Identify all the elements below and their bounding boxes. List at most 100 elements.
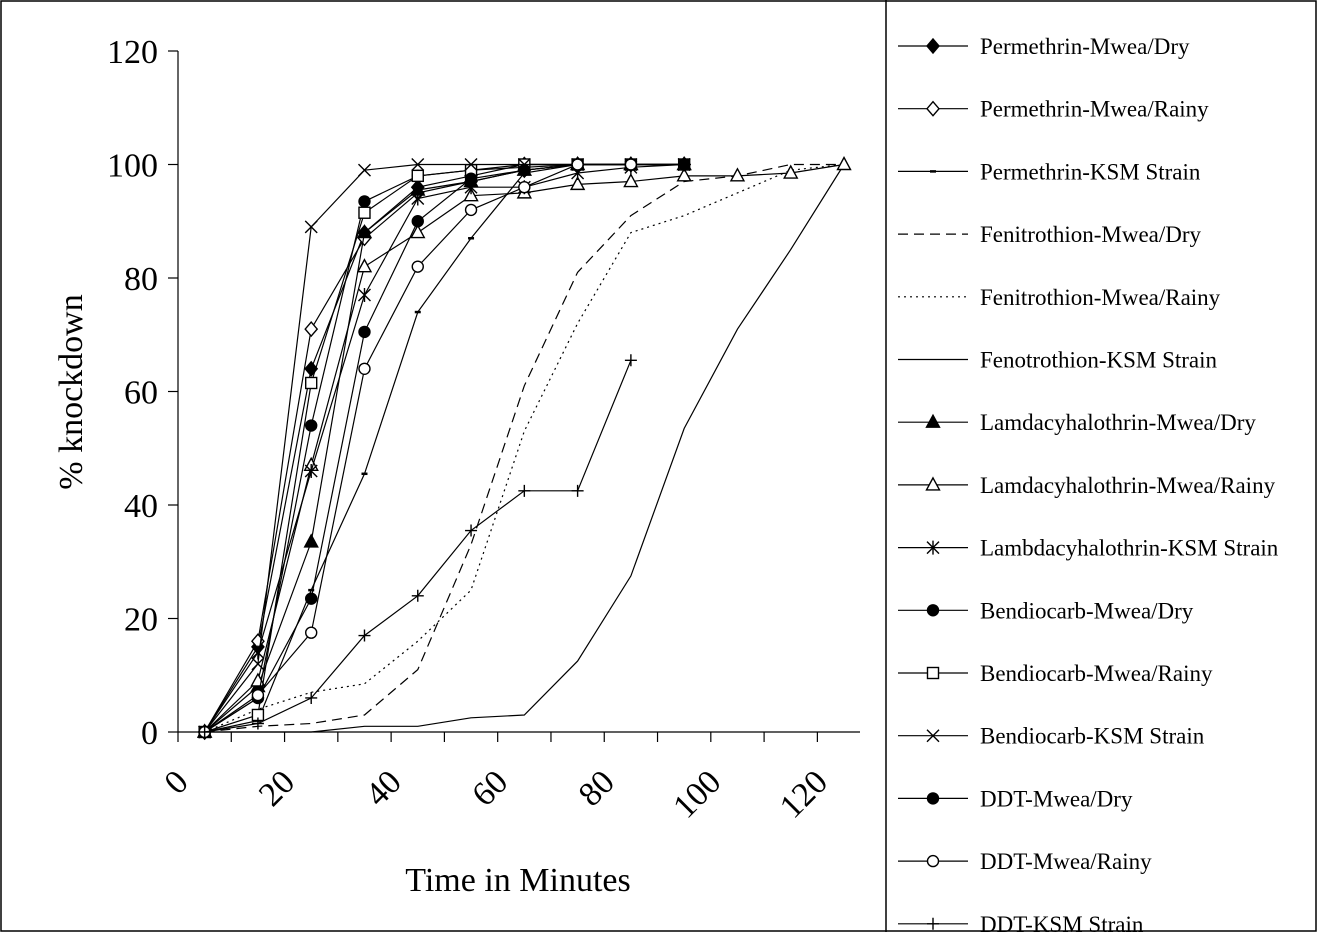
y-tick-label: 120: [107, 34, 158, 71]
data-point: [305, 592, 318, 605]
data-point: [358, 362, 371, 375]
data-point: [569, 175, 586, 191]
legend-marker: [926, 792, 940, 805]
y-tick-label: 80: [124, 261, 158, 298]
legend-entry-9: Lambdacyhalothrin-KSM Strain: [898, 536, 1279, 561]
legend-marker: [926, 604, 940, 617]
legend-entry-13: DDT-Mwea/Dry: [898, 786, 1133, 811]
legend-entry-7: Lamdacyhalothrin-Mwea/Dry: [898, 410, 1256, 435]
data-point: [676, 167, 692, 182]
data-point: [624, 158, 638, 171]
y-tick-label: 0: [141, 715, 158, 752]
legend-marker: [926, 100, 940, 117]
data-point: [358, 206, 371, 219]
data-point: [304, 220, 318, 234]
legend-entry-6: Fenotrothion-KSM Strain: [898, 348, 1218, 373]
legend-marker: [925, 413, 941, 428]
data-point: [410, 224, 426, 239]
data-point: [464, 203, 478, 217]
data-point: [304, 320, 319, 338]
data-point: [677, 158, 691, 171]
data-point: [571, 484, 584, 497]
legend-label: Lamdacyhalothrin-Mwea/Rainy: [980, 473, 1276, 498]
series-line: [204, 164, 845, 733]
y-tick-label: 40: [124, 488, 158, 525]
legend-entry-12: Bendiocarb-KSM Strain: [898, 724, 1205, 749]
data-point: [358, 629, 371, 642]
legend-marker: [926, 666, 940, 680]
data-point: [465, 524, 478, 537]
legend-entry-10: Bendiocarb-Mwea/Dry: [898, 598, 1194, 623]
legend: Permethrin-Mwea/Dry Permethrin-Mwea/Rainy…: [898, 34, 1279, 937]
data-point: [305, 376, 318, 390]
data-point: [198, 726, 211, 738]
legend-label: Fenitrothion-Mwea/Dry: [980, 222, 1202, 247]
legend-label: Bendiocarb-KSM Strain: [980, 724, 1205, 749]
legend-label: Permethrin-Mwea/Rainy: [980, 97, 1209, 122]
legend-marker: [927, 917, 939, 930]
series-6: [204, 164, 845, 733]
data-point: [305, 419, 318, 432]
data-point: [463, 187, 479, 202]
data-point: [411, 158, 425, 171]
legend-entry-4: Fenitrothion-Mwea/Dry: [898, 222, 1202, 247]
y-tick-label: 60: [124, 375, 158, 412]
legend-marker: [926, 540, 940, 555]
data-point: [305, 691, 318, 704]
data-point: [518, 484, 531, 497]
legend-entry-1: Permethrin-Mwea/Dry: [898, 34, 1190, 59]
legend-label: Bendiocarb-Mwea/Dry: [980, 598, 1194, 623]
series-line: [204, 163, 845, 733]
legend-marker: [926, 729, 940, 743]
data-point: [251, 645, 265, 660]
legend-entry-5: Fenitrothion-Mwea/Rainy: [898, 285, 1221, 310]
legend-label: Fenotrothion-KSM Strain: [980, 348, 1218, 373]
y-tick-label: 20: [124, 602, 158, 639]
legend-label: Bendiocarb-Mwea/Rainy: [980, 661, 1213, 686]
x-axis-label: Time in Minutes: [405, 862, 630, 899]
data-point: [464, 172, 478, 185]
data-point: [624, 354, 637, 367]
data-point: [411, 169, 424, 183]
data-point: [411, 191, 425, 206]
legend-label: Lamdacyhalothrin-Mwea/Dry: [980, 410, 1256, 435]
series-14: [198, 158, 638, 739]
legend-entry-8: Lamdacyhalothrin-Mwea/Rainy: [898, 473, 1276, 498]
data-point: [518, 180, 531, 194]
legend-label: Fenitrothion-Mwea/Rainy: [980, 285, 1221, 310]
legend-marker: [926, 37, 940, 55]
data-point: [303, 533, 319, 548]
data-point: [356, 224, 373, 239]
data-point: [358, 325, 371, 339]
legend-entry-3: Permethrin-KSM Strain: [898, 159, 1201, 184]
legend-entry-2: Permethrin-Mwea/Rainy: [898, 97, 1209, 122]
data-point: [251, 688, 265, 702]
legend-label: Permethrin-Mwea/Dry: [980, 34, 1190, 59]
data-point: [411, 215, 424, 228]
legend-label: DDT-Mwea/Dry: [980, 786, 1133, 811]
data-point: [304, 463, 318, 478]
series-5: [204, 163, 845, 733]
data-point: [836, 156, 852, 171]
y-axis-label: % knockdown: [53, 294, 90, 489]
legend-label: Permethrin-KSM Strain: [980, 159, 1201, 184]
data-point: [356, 258, 373, 273]
y-tick-label: 100: [107, 148, 158, 185]
data-point: [623, 173, 639, 188]
data-point: [357, 163, 371, 177]
data-point: [305, 626, 318, 639]
legend-marker: [926, 854, 940, 868]
data-point: [357, 288, 371, 303]
data-point: [251, 657, 265, 671]
legend-label: DDT-KSM Strain: [980, 912, 1144, 932]
legend-label: Lambdacyhalothrin-KSM Strain: [980, 536, 1279, 561]
legend-marker: [925, 476, 941, 491]
data-point: [729, 167, 746, 182]
data-point: [411, 260, 424, 273]
data-point: [358, 195, 371, 208]
